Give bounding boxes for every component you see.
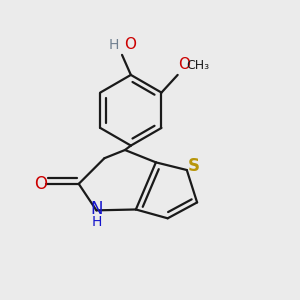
Text: H: H	[91, 214, 102, 229]
Text: O: O	[34, 175, 48, 193]
Text: H: H	[109, 38, 119, 52]
Text: CH₃: CH₃	[187, 59, 210, 72]
Text: S: S	[187, 157, 199, 175]
Text: O: O	[124, 37, 136, 52]
Text: O: O	[178, 57, 190, 72]
Text: N: N	[90, 200, 103, 218]
